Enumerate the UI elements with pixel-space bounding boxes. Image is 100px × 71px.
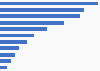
Bar bbox=[0, 46, 19, 50]
Bar bbox=[0, 21, 64, 25]
Bar bbox=[0, 2, 98, 5]
Bar bbox=[0, 59, 11, 63]
Bar bbox=[0, 27, 47, 31]
Bar bbox=[0, 40, 27, 44]
Bar bbox=[0, 66, 7, 69]
Bar bbox=[0, 8, 84, 12]
Bar bbox=[0, 34, 34, 37]
Bar bbox=[0, 53, 15, 57]
Bar bbox=[0, 14, 80, 18]
